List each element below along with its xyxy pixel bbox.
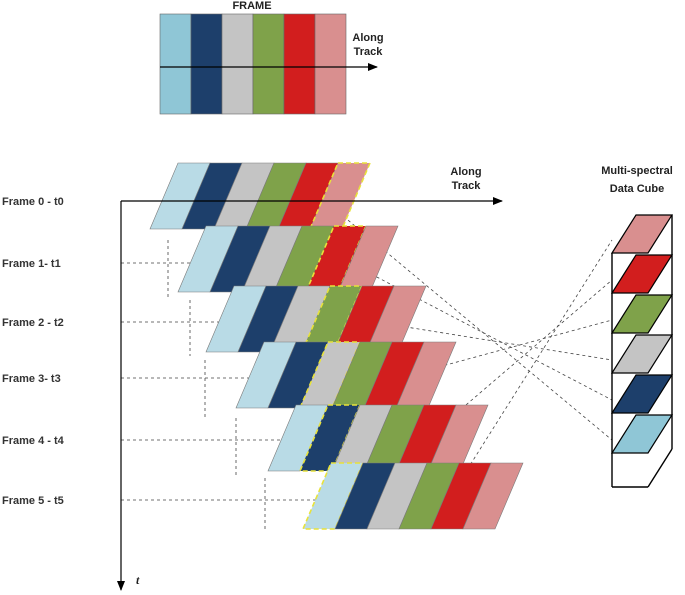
frame-label-4: Frame 4 - t4: [2, 435, 65, 447]
cube-edge-bottom-right: [647, 448, 673, 488]
frame-legend-band-3: [221, 13, 254, 115]
along-track-label-line1: Along: [450, 166, 481, 178]
frame-4: [267, 404, 489, 472]
frame-labels: Frame 0 - t0 Frame 1- t1 Frame 2 - t2 Frame…: [2, 196, 65, 507]
frame-label-0: Frame 0 - t0: [2, 196, 64, 208]
frame-legend-band-1: [159, 13, 192, 115]
frame-5-band-6: [462, 462, 524, 530]
frame-label-5: Frame 5 - t5: [2, 495, 64, 507]
frame-0-band-6: [308, 162, 372, 230]
frame-legend-band-4: [252, 13, 285, 115]
frame-stack: [149, 162, 524, 530]
frame-label-2: Frame 2 - t2: [2, 317, 64, 329]
frame-5: [301, 462, 524, 530]
cube-slab-band-6: [610, 214, 674, 254]
frame-label-3: Frame 3- t3: [2, 373, 61, 385]
cube-title-line1: Multi-spectral: [601, 165, 673, 177]
cube-connector: [424, 279, 613, 441]
frame-5-band-1: [301, 462, 365, 530]
frame-legend-band-5: [283, 13, 316, 115]
time-axis-label: t: [136, 573, 140, 587]
cube-connector: [447, 239, 613, 501]
frame-3-band-3: [298, 341, 362, 409]
cube-connector: [374, 321, 613, 361]
top-along-track-label-line2: Track: [354, 46, 384, 58]
frame-2: [205, 285, 427, 353]
cube-title-line2: Data Cube: [610, 183, 664, 195]
frame-1-band-5: [304, 225, 368, 293]
frame-3: [235, 341, 457, 409]
frame-0: [149, 162, 372, 230]
cube-slab-band-5: [610, 254, 674, 294]
multispectral-data-cube: [610, 214, 674, 488]
frame-band-strip: [159, 13, 347, 115]
cube-slab-band-4: [610, 294, 674, 334]
frame-legend-band-2: [190, 13, 223, 115]
top-along-track-label-line1: Along: [352, 32, 383, 44]
along-track-label-line2: Track: [452, 180, 482, 192]
cube-slab-band-2: [610, 374, 674, 414]
frame-2-band-4: [300, 285, 364, 353]
cube-slab-band-1: [610, 414, 674, 454]
frame-label-1: Frame 1- t1: [2, 258, 61, 270]
frame-legend-band-6: [314, 13, 347, 115]
cube-slab-band-3: [610, 334, 674, 374]
frame-title: FRAME: [232, 0, 271, 12]
frame-4-band-2: [298, 404, 362, 472]
frame-1: [177, 225, 399, 293]
